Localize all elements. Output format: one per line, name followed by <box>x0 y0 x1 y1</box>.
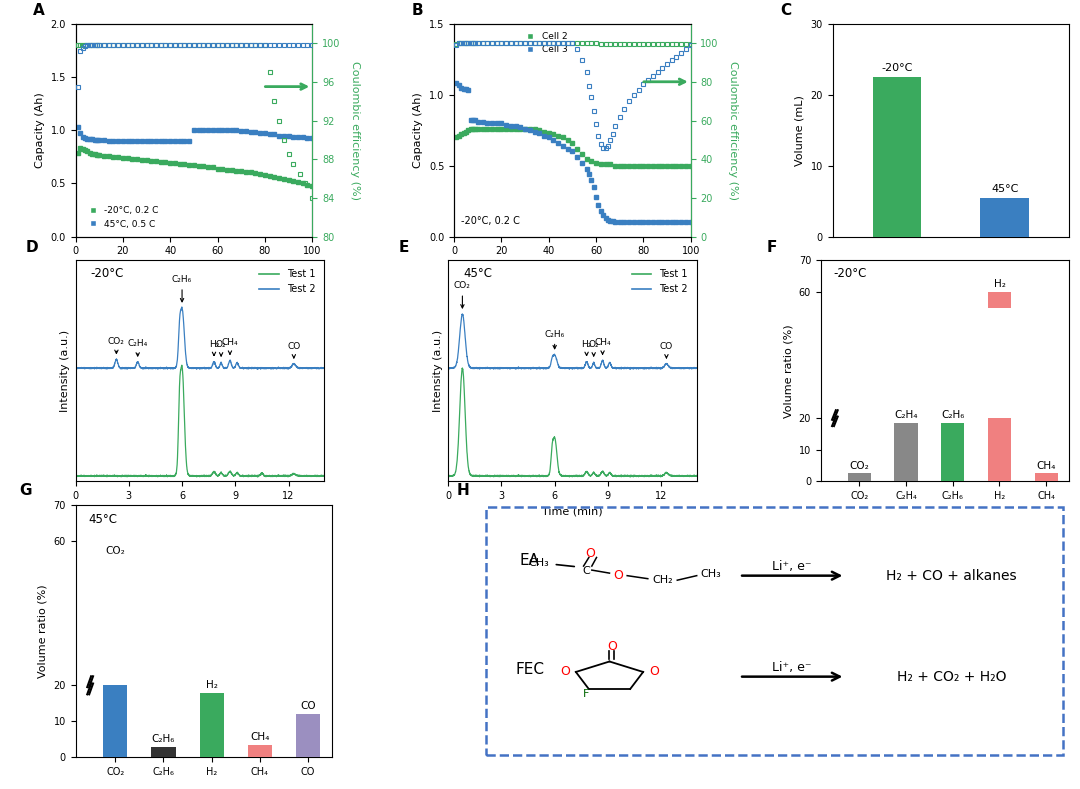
Text: H₂: H₂ <box>994 279 1005 290</box>
X-axis label: Cycle number: Cycle number <box>534 262 611 272</box>
Text: CO₂: CO₂ <box>454 282 471 308</box>
Text: CH₄: CH₄ <box>594 338 611 354</box>
Text: C₂H₄: C₂H₄ <box>127 339 148 356</box>
Y-axis label: Volume ratio (%): Volume ratio (%) <box>38 585 48 678</box>
Bar <box>941 423 964 481</box>
Text: H₂: H₂ <box>581 340 592 356</box>
Bar <box>894 423 918 481</box>
Y-axis label: Coulombic efficiency (%): Coulombic efficiency (%) <box>728 61 739 200</box>
Text: O: O <box>585 547 595 560</box>
Text: CO₂: CO₂ <box>108 337 125 353</box>
Text: A: A <box>33 3 44 18</box>
Text: O: O <box>607 640 617 653</box>
Text: C₂H₄: C₂H₄ <box>894 410 918 421</box>
X-axis label: Time (min): Time (min) <box>170 507 230 517</box>
Text: CH₄: CH₄ <box>251 732 270 742</box>
Text: -20°C: -20°C <box>91 267 124 280</box>
Text: CO: CO <box>287 342 300 358</box>
Text: F: F <box>582 690 589 700</box>
Y-axis label: Volume (mL): Volume (mL) <box>795 95 805 166</box>
Text: 45°C: 45°C <box>89 513 118 525</box>
Text: EA: EA <box>519 553 540 568</box>
Text: -20°C: -20°C <box>881 63 913 73</box>
Text: CH₄: CH₄ <box>1037 461 1056 471</box>
Y-axis label: Capacity (Ah): Capacity (Ah) <box>35 92 45 168</box>
Text: C₂H₆: C₂H₆ <box>152 734 175 744</box>
Y-axis label: Intensity (a.u.): Intensity (a.u.) <box>60 330 70 412</box>
Text: -20°C: -20°C <box>834 267 866 280</box>
Text: B: B <box>411 3 423 18</box>
Text: Li⁺, e⁻: Li⁺, e⁻ <box>772 661 812 675</box>
Text: CH₃: CH₃ <box>701 570 721 579</box>
Text: CO₂: CO₂ <box>849 461 869 471</box>
Text: O: O <box>561 665 570 679</box>
Text: CO₂: CO₂ <box>106 546 125 556</box>
Legend: Test 1, Test 2: Test 1, Test 2 <box>256 265 319 298</box>
Text: D: D <box>26 240 39 255</box>
Bar <box>873 77 921 237</box>
Text: H₂ + CO + alkanes: H₂ + CO + alkanes <box>886 569 1016 582</box>
Bar <box>200 693 224 757</box>
Text: Li⁺, e⁻: Li⁺, e⁻ <box>772 560 812 574</box>
Bar <box>988 292 1011 308</box>
Bar <box>151 746 176 757</box>
Text: H₂: H₂ <box>206 679 217 690</box>
Text: 45°C: 45°C <box>463 267 492 280</box>
Text: CH₄: CH₄ <box>221 338 239 354</box>
Bar <box>247 745 272 757</box>
Legend: -20°C, 0.2 C, 45°C, 0.5 C: -20°C, 0.2 C, 45°C, 0.5 C <box>80 203 162 232</box>
Text: CH₃: CH₃ <box>528 558 549 568</box>
Text: CO: CO <box>300 701 316 711</box>
Bar <box>296 714 320 757</box>
Bar <box>486 507 1064 755</box>
Bar <box>988 418 1011 481</box>
Bar <box>981 198 1029 237</box>
Legend: Test 1, Test 2: Test 1, Test 2 <box>629 265 691 298</box>
Bar <box>104 559 127 757</box>
Text: E: E <box>399 240 409 255</box>
Bar <box>1035 473 1058 481</box>
Y-axis label: Intensity (a.u.): Intensity (a.u.) <box>433 330 443 412</box>
Y-axis label: Volume ratio (%): Volume ratio (%) <box>783 324 793 417</box>
Text: CH₂: CH₂ <box>652 575 673 585</box>
Text: H: H <box>456 483 469 498</box>
Y-axis label: Capacity (Ah): Capacity (Ah) <box>414 92 423 168</box>
Bar <box>848 473 870 481</box>
Text: C₂H₆: C₂H₆ <box>172 275 192 302</box>
Text: G: G <box>19 483 31 498</box>
Text: O: O <box>649 665 659 679</box>
Legend: Cell 2, Cell 3: Cell 2, Cell 3 <box>517 28 571 58</box>
Text: C: C <box>582 566 590 576</box>
Text: FEC: FEC <box>515 661 544 677</box>
Text: C₂H₆: C₂H₆ <box>941 410 964 421</box>
Text: O₂: O₂ <box>216 340 227 356</box>
Text: -20°C, 0.2 C: -20°C, 0.2 C <box>461 216 521 226</box>
Y-axis label: Coulombic efficiency (%): Coulombic efficiency (%) <box>350 61 360 200</box>
Text: CO: CO <box>660 342 673 358</box>
Bar <box>104 686 127 757</box>
X-axis label: Time (min): Time (min) <box>542 507 603 517</box>
Text: C: C <box>781 3 792 18</box>
Text: 45°C: 45°C <box>991 184 1018 194</box>
X-axis label: Cycle number: Cycle number <box>156 262 232 272</box>
Text: O₂: O₂ <box>589 340 599 356</box>
Text: H₂: H₂ <box>208 340 219 356</box>
Text: H₂ + CO₂ + H₂O: H₂ + CO₂ + H₂O <box>896 670 1007 683</box>
Text: F: F <box>766 240 777 255</box>
Bar <box>988 292 1011 481</box>
Text: C₂H₆: C₂H₆ <box>544 330 565 349</box>
Text: O: O <box>613 569 623 582</box>
